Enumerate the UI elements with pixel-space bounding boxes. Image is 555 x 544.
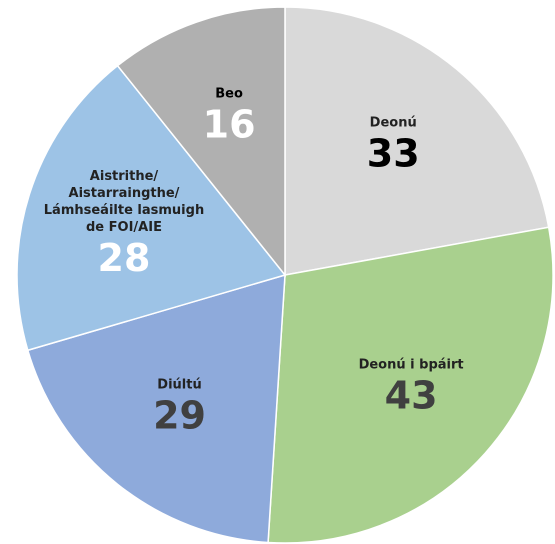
slice-label: Aistrithe/ Aistarraingthe/ Lámhseáilte l…	[44, 168, 204, 280]
pie-slice	[267, 226, 554, 544]
value-label: 16	[202, 102, 256, 147]
category-label: Diúltú	[157, 377, 202, 393]
value-label: 29	[153, 393, 206, 438]
value-label: 33	[366, 131, 420, 176]
category-label: Aistrithe/ Aistarraingthe/ Lámhseáilte l…	[43, 169, 205, 236]
category-label: Deonú	[369, 115, 417, 131]
category-label: Beo	[215, 86, 243, 102]
pie-slice	[284, 6, 550, 276]
value-label: 43	[384, 373, 438, 418]
pie-slice	[26, 273, 286, 544]
slice-label: Deonú i bpáirt 43	[359, 357, 464, 418]
slice-label: Deonú 33	[367, 115, 420, 176]
slice-label: Diúltú 29	[153, 376, 206, 437]
value-label: 28	[97, 236, 151, 281]
slice-label: Beo 16	[203, 85, 256, 146]
pie-slice	[116, 6, 286, 278]
category-label: Deonú i bpáirt	[358, 357, 464, 373]
pie-slice	[16, 64, 287, 352]
